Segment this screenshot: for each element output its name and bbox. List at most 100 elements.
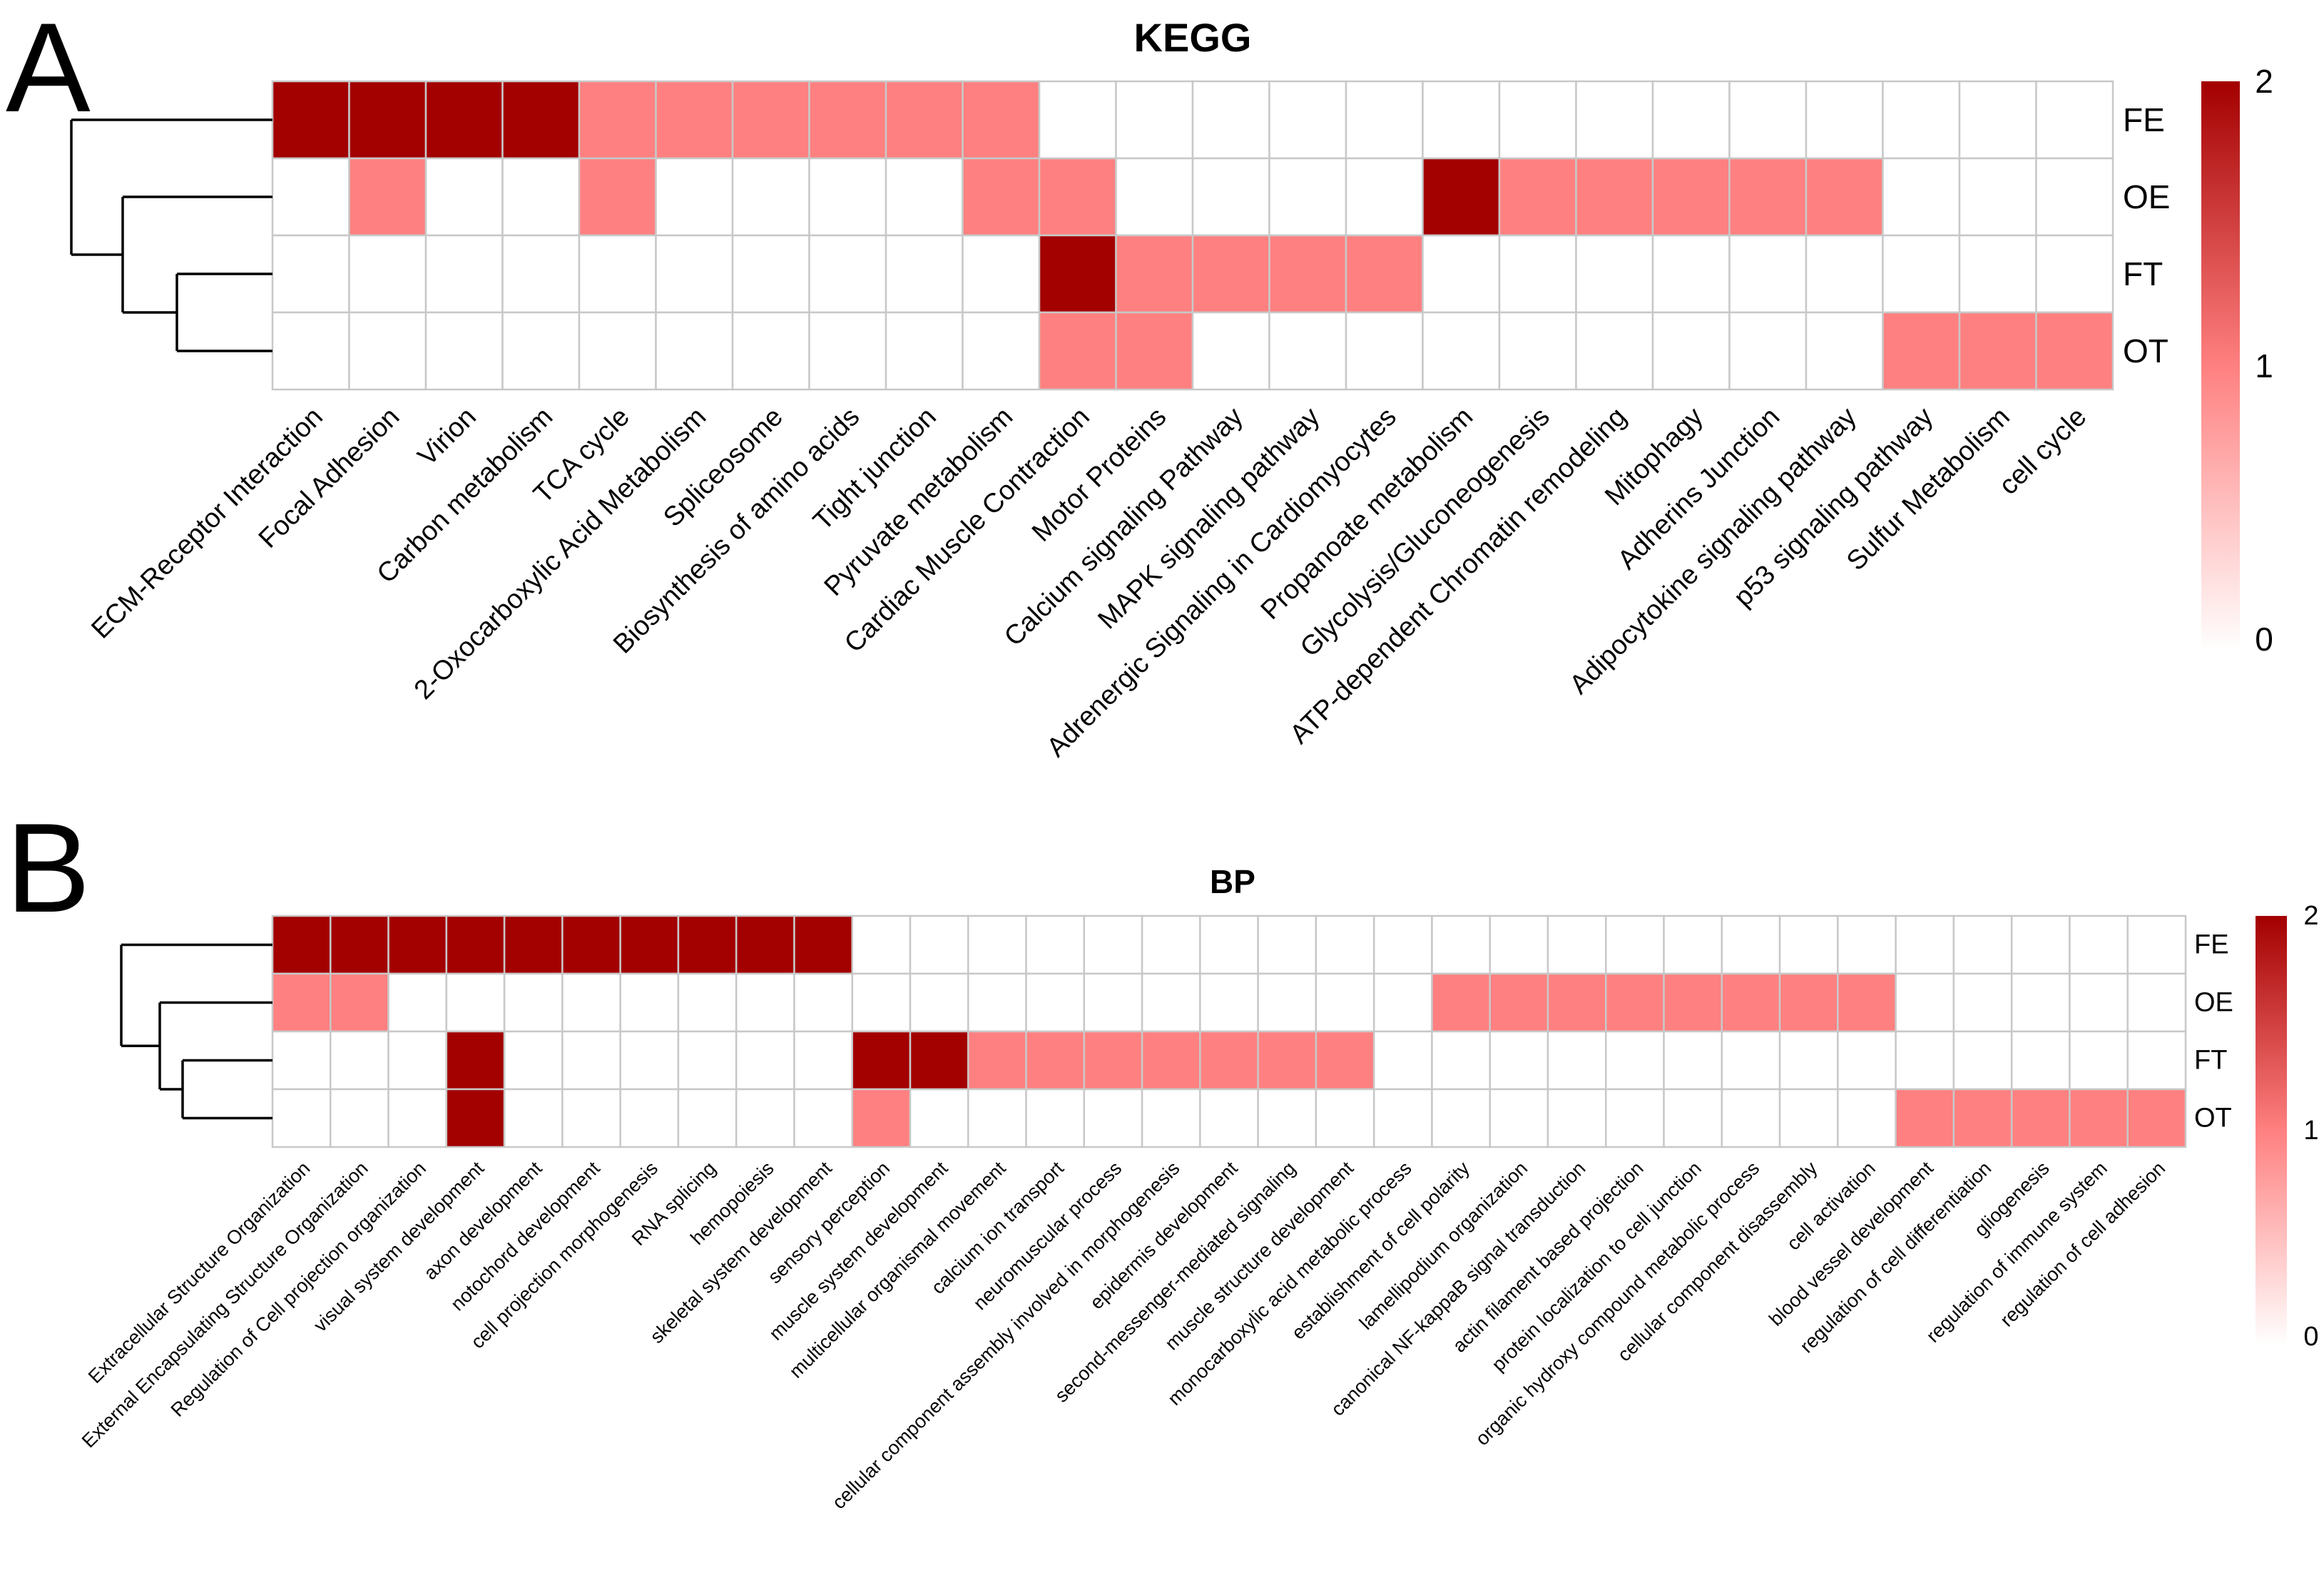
bp-row-label: FE <box>2194 930 2229 960</box>
bp-cell-OE-24 <box>1663 972 1723 1033</box>
kegg-cell-OE-0 <box>271 157 350 237</box>
bp-cell-OT-28 <box>1895 1088 1955 1148</box>
bp-cell-FE-31 <box>2069 914 2129 975</box>
bp-row-labels: FE OE FT OT <box>2194 930 2233 1133</box>
bp-colorbar-gradient <box>2256 916 2287 1345</box>
bp-cell-OE-9 <box>793 972 853 1033</box>
bp-heatmap <box>271 914 2187 1148</box>
bp-cell-OE-3 <box>445 972 506 1033</box>
bp-dendrogram <box>120 943 272 1120</box>
bp-cell-OE-8 <box>735 972 795 1033</box>
kegg-cell-FE-3 <box>501 80 581 160</box>
bp-cell-FT-20 <box>1431 1030 1491 1091</box>
bp-cell-FT-19 <box>1372 1030 1433 1091</box>
kegg-cell-OT-23 <box>2035 311 2114 391</box>
kegg-column-label: Adrenergic Signaling in Cardiomyocytes <box>1041 402 1402 763</box>
kegg-cell-FE-15 <box>1422 80 1501 160</box>
bp-cell-OE-14 <box>1083 972 1143 1033</box>
kegg-cell-FE-16 <box>1498 80 1577 160</box>
kegg-colorbar: 0 1 2 <box>2201 63 2273 658</box>
bp-cell-FE-18 <box>1315 914 1375 975</box>
bp-cell-FE-4 <box>503 914 564 975</box>
bp-cell-OT-1 <box>330 1088 389 1148</box>
bp-cell-OE-2 <box>387 972 448 1033</box>
bp-cell-FT-9 <box>793 1030 853 1091</box>
bp-cell-FE-15 <box>1141 914 1201 975</box>
bp-cell-OT-17 <box>1257 1088 1318 1148</box>
bp-cell-FE-14 <box>1083 914 1143 975</box>
bp-cell-FT-17 <box>1257 1030 1318 1091</box>
kegg-cell-FE-21 <box>1882 80 1961 160</box>
kegg-cell-FT-2 <box>424 234 504 314</box>
kegg-row-label: FE <box>2123 101 2165 138</box>
bp-cell-OT-11 <box>909 1088 969 1148</box>
bp-cell-FT-6 <box>619 1030 680 1091</box>
bp-cell-OT-18 <box>1315 1088 1375 1148</box>
bp-cell-FT-26 <box>1778 1030 1839 1091</box>
bp-dendrogram-ft-ot-merge <box>181 1059 272 1120</box>
bp-cell-OT-19 <box>1372 1088 1433 1148</box>
bp-row-label: OT <box>2194 1104 2232 1133</box>
bp-cell-FT-14 <box>1083 1030 1143 1091</box>
kegg-cell-OT-10 <box>1038 311 1117 391</box>
bp-cell-FT-16 <box>1199 1030 1259 1091</box>
kegg-cell-OE-11 <box>1115 157 1194 237</box>
kegg-cell-FT-17 <box>1575 234 1654 314</box>
kegg-cell-FT-7 <box>808 234 887 314</box>
bp-cell-OT-24 <box>1663 1088 1723 1148</box>
bp-cell-OE-30 <box>2010 972 2071 1033</box>
bp-cell-FT-10 <box>851 1030 912 1091</box>
kegg-dendrogram-ft-ot-merge <box>175 272 272 352</box>
kegg-cell-OE-9 <box>962 157 1041 237</box>
bp-cell-OE-32 <box>2126 972 2187 1033</box>
bp-cell-FT-1 <box>330 1030 389 1091</box>
kegg-cell-FT-4 <box>578 234 657 314</box>
kegg-column-label: Focal Adhesion <box>253 402 405 554</box>
bp-cell-FT-21 <box>1489 1030 1549 1091</box>
kegg-cell-OT-6 <box>731 311 810 391</box>
bp-colorbar-tick-label: 1 <box>2303 1116 2318 1146</box>
bp-cell-OE-20 <box>1431 972 1491 1033</box>
kegg-cell-OE-13 <box>1268 157 1347 237</box>
kegg-cell-FT-15 <box>1422 234 1501 314</box>
kegg-column-label: Adipocytokine signaling pathway <box>1564 402 1862 700</box>
bp-cell-OT-12 <box>967 1088 1027 1148</box>
kegg-cell-FT-21 <box>1882 234 1961 314</box>
bp-cell-OT-5 <box>561 1088 621 1148</box>
bp-column-label: protein localization to cell junction <box>1487 1158 1706 1376</box>
bp-cell-FE-8 <box>735 914 795 975</box>
bp-cell-FE-5 <box>561 914 621 975</box>
bp-cell-OT-14 <box>1083 1088 1143 1148</box>
bp-cell-FT-5 <box>561 1030 621 1091</box>
kegg-cell-FE-23 <box>2035 80 2114 160</box>
bp-cell-FE-28 <box>1895 914 1955 975</box>
kegg-cell-FT-14 <box>1345 234 1424 314</box>
kegg-cell-FT-8 <box>885 234 964 314</box>
kegg-cell-OE-8 <box>885 157 964 237</box>
kegg-row-labels: FE OE FT OT <box>2123 101 2170 370</box>
bp-cell-FT-25 <box>1721 1030 1781 1091</box>
bp-cell-OE-5 <box>561 972 621 1033</box>
bp-dendrogram-oe-merge <box>158 1001 272 1091</box>
bp-cell-OT-32 <box>2126 1088 2187 1148</box>
bp-cell-FT-13 <box>1025 1030 1086 1091</box>
bp-cell-OE-27 <box>1837 972 1897 1033</box>
bp-cell-OT-20 <box>1431 1088 1491 1148</box>
kegg-cell-FE-10 <box>1038 80 1117 160</box>
bp-cell-OT-3 <box>445 1088 506 1148</box>
bp-cell-OT-0 <box>271 1088 332 1148</box>
kegg-cell-OT-22 <box>1958 311 2037 391</box>
bp-cell-OE-25 <box>1721 972 1781 1033</box>
bp-cell-OE-23 <box>1605 972 1665 1033</box>
bp-cell-FT-27 <box>1837 1030 1897 1091</box>
bp-cell-OE-10 <box>851 972 912 1033</box>
bp-cell-OE-0 <box>271 972 332 1033</box>
kegg-cell-OT-20 <box>1805 311 1884 391</box>
bp-cell-OT-2 <box>387 1088 448 1148</box>
kegg-cell-OT-4 <box>578 311 657 391</box>
kegg-cell-OT-16 <box>1498 311 1577 391</box>
kegg-heatmap <box>271 80 2114 391</box>
bp-cell-OE-12 <box>967 972 1027 1033</box>
bp-colorbar: 0 1 2 <box>2256 901 2319 1352</box>
